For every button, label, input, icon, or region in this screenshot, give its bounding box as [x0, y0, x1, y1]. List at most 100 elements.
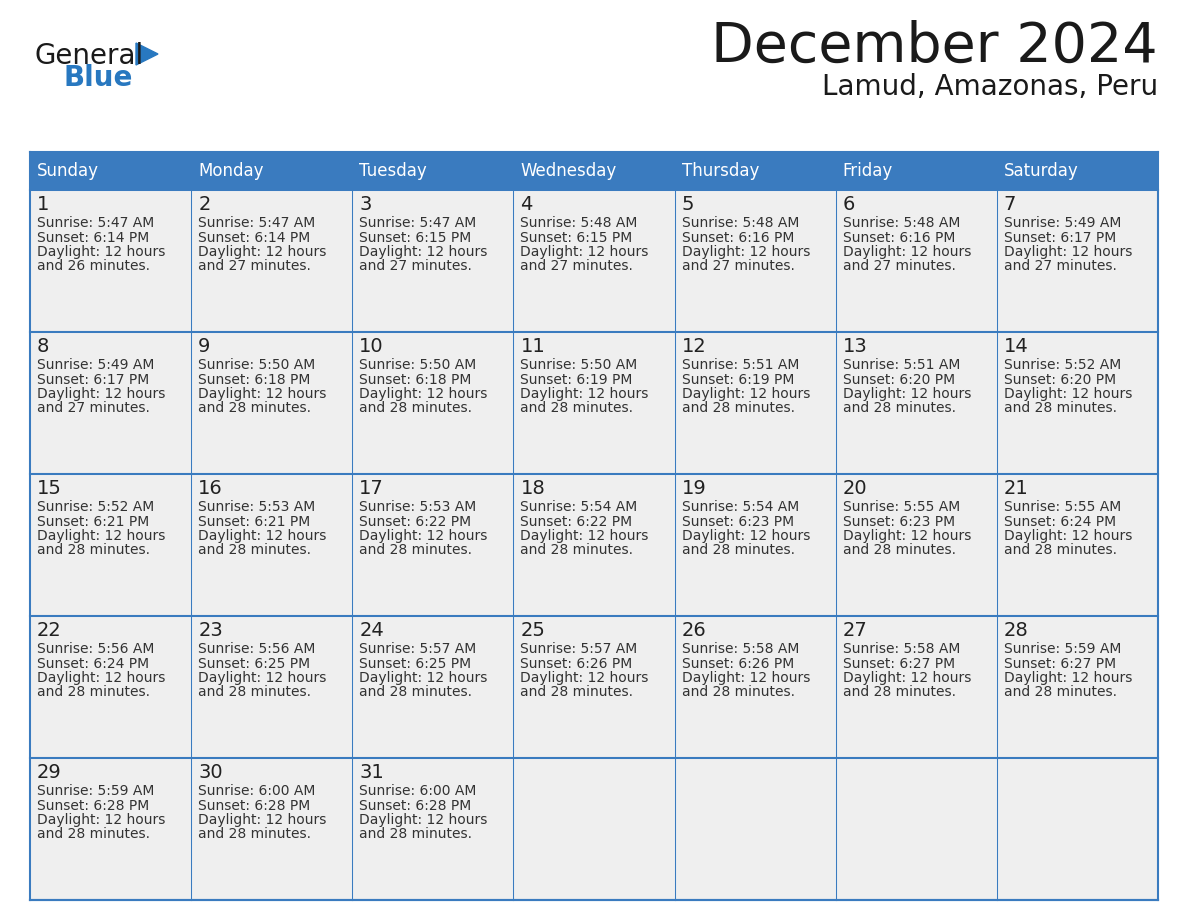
Text: 9: 9	[198, 337, 210, 356]
Bar	[353, 332, 513, 474]
Text: 21: 21	[1004, 479, 1029, 498]
Text: Sunset: 6:28 PM: Sunset: 6:28 PM	[37, 799, 150, 812]
Text: Daylight: 12 hours: Daylight: 12 hours	[359, 529, 487, 543]
Text: Daylight: 12 hours: Daylight: 12 hours	[37, 671, 165, 685]
Text: Sunrise: 6:00 AM: Sunrise: 6:00 AM	[359, 784, 476, 798]
Text: Daylight: 12 hours: Daylight: 12 hours	[37, 245, 165, 259]
Text: Daylight: 12 hours: Daylight: 12 hours	[37, 387, 165, 401]
Text: Sunrise: 5:47 AM: Sunrise: 5:47 AM	[359, 216, 476, 230]
Text: Daylight: 12 hours: Daylight: 12 hours	[359, 671, 487, 685]
Bar	[191, 474, 353, 616]
Text: and 27 minutes.: and 27 minutes.	[37, 401, 150, 416]
Text: and 27 minutes.: and 27 minutes.	[842, 260, 955, 274]
Text: and 28 minutes.: and 28 minutes.	[842, 401, 955, 416]
Text: and 28 minutes.: and 28 minutes.	[359, 686, 473, 700]
Text: and 27 minutes.: and 27 minutes.	[682, 260, 795, 274]
Text: Sunset: 6:26 PM: Sunset: 6:26 PM	[520, 656, 633, 670]
Text: and 28 minutes.: and 28 minutes.	[1004, 543, 1117, 557]
Text: Thursday: Thursday	[682, 162, 759, 180]
Bar	[835, 616, 997, 758]
Text: Sunrise: 5:59 AM: Sunrise: 5:59 AM	[1004, 642, 1121, 656]
Text: Sunrise: 5:53 AM: Sunrise: 5:53 AM	[359, 500, 476, 514]
Text: Sunset: 6:17 PM: Sunset: 6:17 PM	[37, 373, 150, 386]
Text: Sunrise: 5:56 AM: Sunrise: 5:56 AM	[198, 642, 316, 656]
Bar	[835, 474, 997, 616]
Bar	[513, 474, 675, 616]
Text: Blue: Blue	[63, 64, 132, 92]
Bar	[675, 616, 835, 758]
Text: and 28 minutes.: and 28 minutes.	[682, 401, 795, 416]
Text: General: General	[34, 42, 144, 70]
Text: 16: 16	[198, 479, 223, 498]
Text: and 28 minutes.: and 28 minutes.	[1004, 401, 1117, 416]
Text: Sunrise: 5:47 AM: Sunrise: 5:47 AM	[198, 216, 315, 230]
Text: Daylight: 12 hours: Daylight: 12 hours	[682, 529, 810, 543]
Text: 7: 7	[1004, 195, 1016, 214]
Text: December 2024: December 2024	[712, 20, 1158, 74]
Text: 4: 4	[520, 195, 532, 214]
Text: and 27 minutes.: and 27 minutes.	[359, 260, 472, 274]
Text: Sunrise: 5:58 AM: Sunrise: 5:58 AM	[682, 642, 800, 656]
Bar	[997, 152, 1158, 190]
Text: Daylight: 12 hours: Daylight: 12 hours	[682, 245, 810, 259]
Bar	[30, 474, 191, 616]
Text: Daylight: 12 hours: Daylight: 12 hours	[842, 387, 971, 401]
Text: 2: 2	[198, 195, 210, 214]
Text: Sunrise: 5:59 AM: Sunrise: 5:59 AM	[37, 784, 154, 798]
Bar	[30, 616, 191, 758]
Text: Sunset: 6:23 PM: Sunset: 6:23 PM	[682, 514, 794, 529]
Text: 11: 11	[520, 337, 545, 356]
Text: and 28 minutes.: and 28 minutes.	[198, 686, 311, 700]
Bar	[675, 152, 835, 190]
Bar	[353, 190, 513, 332]
Text: Sunset: 6:16 PM: Sunset: 6:16 PM	[682, 230, 794, 244]
Text: Daylight: 12 hours: Daylight: 12 hours	[842, 671, 971, 685]
Text: 8: 8	[37, 337, 50, 356]
Text: and 28 minutes.: and 28 minutes.	[842, 543, 955, 557]
Text: Daylight: 12 hours: Daylight: 12 hours	[682, 671, 810, 685]
Text: Sunset: 6:14 PM: Sunset: 6:14 PM	[198, 230, 310, 244]
Text: Lamud, Amazonas, Peru: Lamud, Amazonas, Peru	[822, 73, 1158, 101]
Bar	[997, 758, 1158, 900]
Text: and 28 minutes.: and 28 minutes.	[198, 401, 311, 416]
Bar	[30, 190, 191, 332]
Text: and 28 minutes.: and 28 minutes.	[359, 543, 473, 557]
Text: Sunset: 6:23 PM: Sunset: 6:23 PM	[842, 514, 955, 529]
Text: Saturday: Saturday	[1004, 162, 1079, 180]
Text: Daylight: 12 hours: Daylight: 12 hours	[842, 245, 971, 259]
Text: Sunset: 6:18 PM: Sunset: 6:18 PM	[198, 373, 310, 386]
Text: Sunrise: 5:50 AM: Sunrise: 5:50 AM	[520, 358, 638, 372]
Text: 31: 31	[359, 763, 384, 782]
Text: Daylight: 12 hours: Daylight: 12 hours	[1004, 529, 1132, 543]
Text: and 28 minutes.: and 28 minutes.	[520, 401, 633, 416]
Text: Sunset: 6:17 PM: Sunset: 6:17 PM	[1004, 230, 1116, 244]
Text: 3: 3	[359, 195, 372, 214]
Text: and 28 minutes.: and 28 minutes.	[682, 543, 795, 557]
Text: Daylight: 12 hours: Daylight: 12 hours	[198, 245, 327, 259]
Text: Daylight: 12 hours: Daylight: 12 hours	[359, 245, 487, 259]
Bar	[191, 758, 353, 900]
Text: Sunrise: 5:51 AM: Sunrise: 5:51 AM	[842, 358, 960, 372]
Text: Sunset: 6:21 PM: Sunset: 6:21 PM	[198, 514, 310, 529]
Bar	[513, 152, 675, 190]
Text: 17: 17	[359, 479, 384, 498]
Text: Daylight: 12 hours: Daylight: 12 hours	[198, 813, 327, 827]
Text: Sunrise: 5:52 AM: Sunrise: 5:52 AM	[37, 500, 154, 514]
Text: 15: 15	[37, 479, 62, 498]
Text: Sunrise: 5:53 AM: Sunrise: 5:53 AM	[198, 500, 315, 514]
Text: Sunrise: 5:48 AM: Sunrise: 5:48 AM	[520, 216, 638, 230]
Text: 5: 5	[682, 195, 694, 214]
Bar	[513, 332, 675, 474]
Text: Tuesday: Tuesday	[359, 162, 426, 180]
Text: Sunrise: 5:48 AM: Sunrise: 5:48 AM	[682, 216, 800, 230]
Text: 13: 13	[842, 337, 867, 356]
Text: Daylight: 12 hours: Daylight: 12 hours	[682, 387, 810, 401]
Text: Daylight: 12 hours: Daylight: 12 hours	[37, 529, 165, 543]
Text: Sunset: 6:26 PM: Sunset: 6:26 PM	[682, 656, 794, 670]
Text: 30: 30	[198, 763, 223, 782]
Text: Sunrise: 5:51 AM: Sunrise: 5:51 AM	[682, 358, 800, 372]
Text: Sunrise: 5:56 AM: Sunrise: 5:56 AM	[37, 642, 154, 656]
Bar	[835, 332, 997, 474]
Text: Daylight: 12 hours: Daylight: 12 hours	[198, 529, 327, 543]
Bar	[191, 616, 353, 758]
